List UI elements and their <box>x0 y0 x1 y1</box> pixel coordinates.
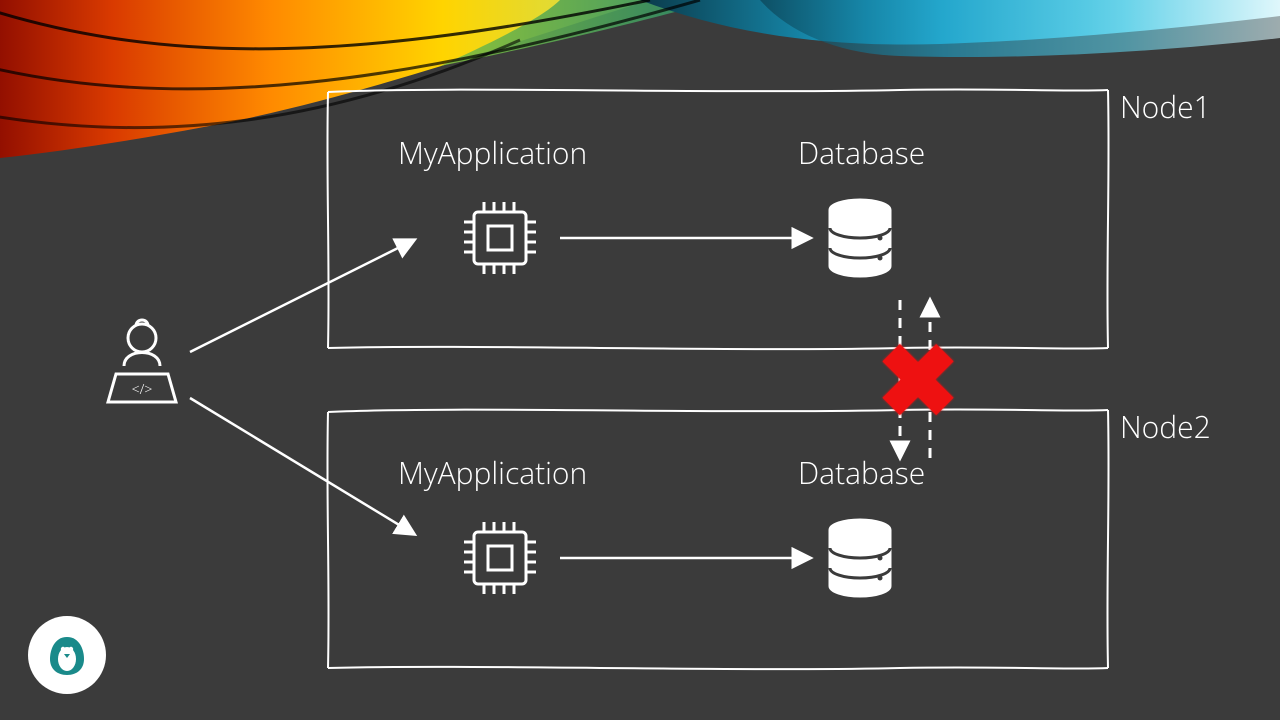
penguin-icon <box>42 630 92 680</box>
cpu-icon-1 <box>464 202 536 274</box>
node2-box <box>327 409 1108 669</box>
db-label-1: Database <box>798 138 925 168</box>
node2-label: Node2 <box>1120 412 1211 442</box>
cpu-icon-2 <box>464 522 536 594</box>
database-icon-2 <box>830 520 890 596</box>
cross-icon: ✖ <box>876 328 960 428</box>
db-label-2: Database <box>798 458 925 488</box>
app-label-1: MyApplication <box>398 138 587 168</box>
app-label-2: MyApplication <box>398 458 587 488</box>
arrow-user-node1 <box>190 240 414 352</box>
database-icon-1 <box>830 200 890 276</box>
node1-box <box>327 89 1108 349</box>
svg-text:</>: </> <box>132 380 153 399</box>
logo-badge <box>28 616 106 694</box>
node1-label: Node1 <box>1120 92 1211 122</box>
user-icon: </> <box>108 320 176 402</box>
diagram-stage: </> <box>0 0 1280 720</box>
arrow-user-node2 <box>190 398 414 534</box>
diagram-canvas: </> <box>0 0 1280 720</box>
